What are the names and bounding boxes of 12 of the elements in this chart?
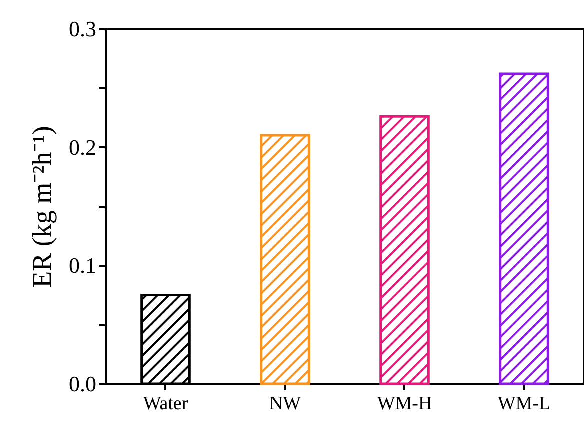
bar (499, 72, 550, 386)
y-tick-label: 0.0 (69, 372, 96, 396)
x-tick-label: Water (143, 394, 189, 414)
y-axis-title: ER (kg m⁻²h⁻¹) (27, 126, 57, 288)
y-tick-label: 0.3 (69, 16, 96, 42)
x-tick-label: NW (269, 394, 302, 414)
bar (260, 134, 310, 386)
y-tick-label: 0.1 (69, 253, 96, 278)
x-tick-label: WM-H (377, 394, 432, 414)
bar (380, 115, 430, 386)
y-tick-label: 0.2 (69, 134, 96, 160)
x-tick-label: WM-L (498, 394, 551, 414)
